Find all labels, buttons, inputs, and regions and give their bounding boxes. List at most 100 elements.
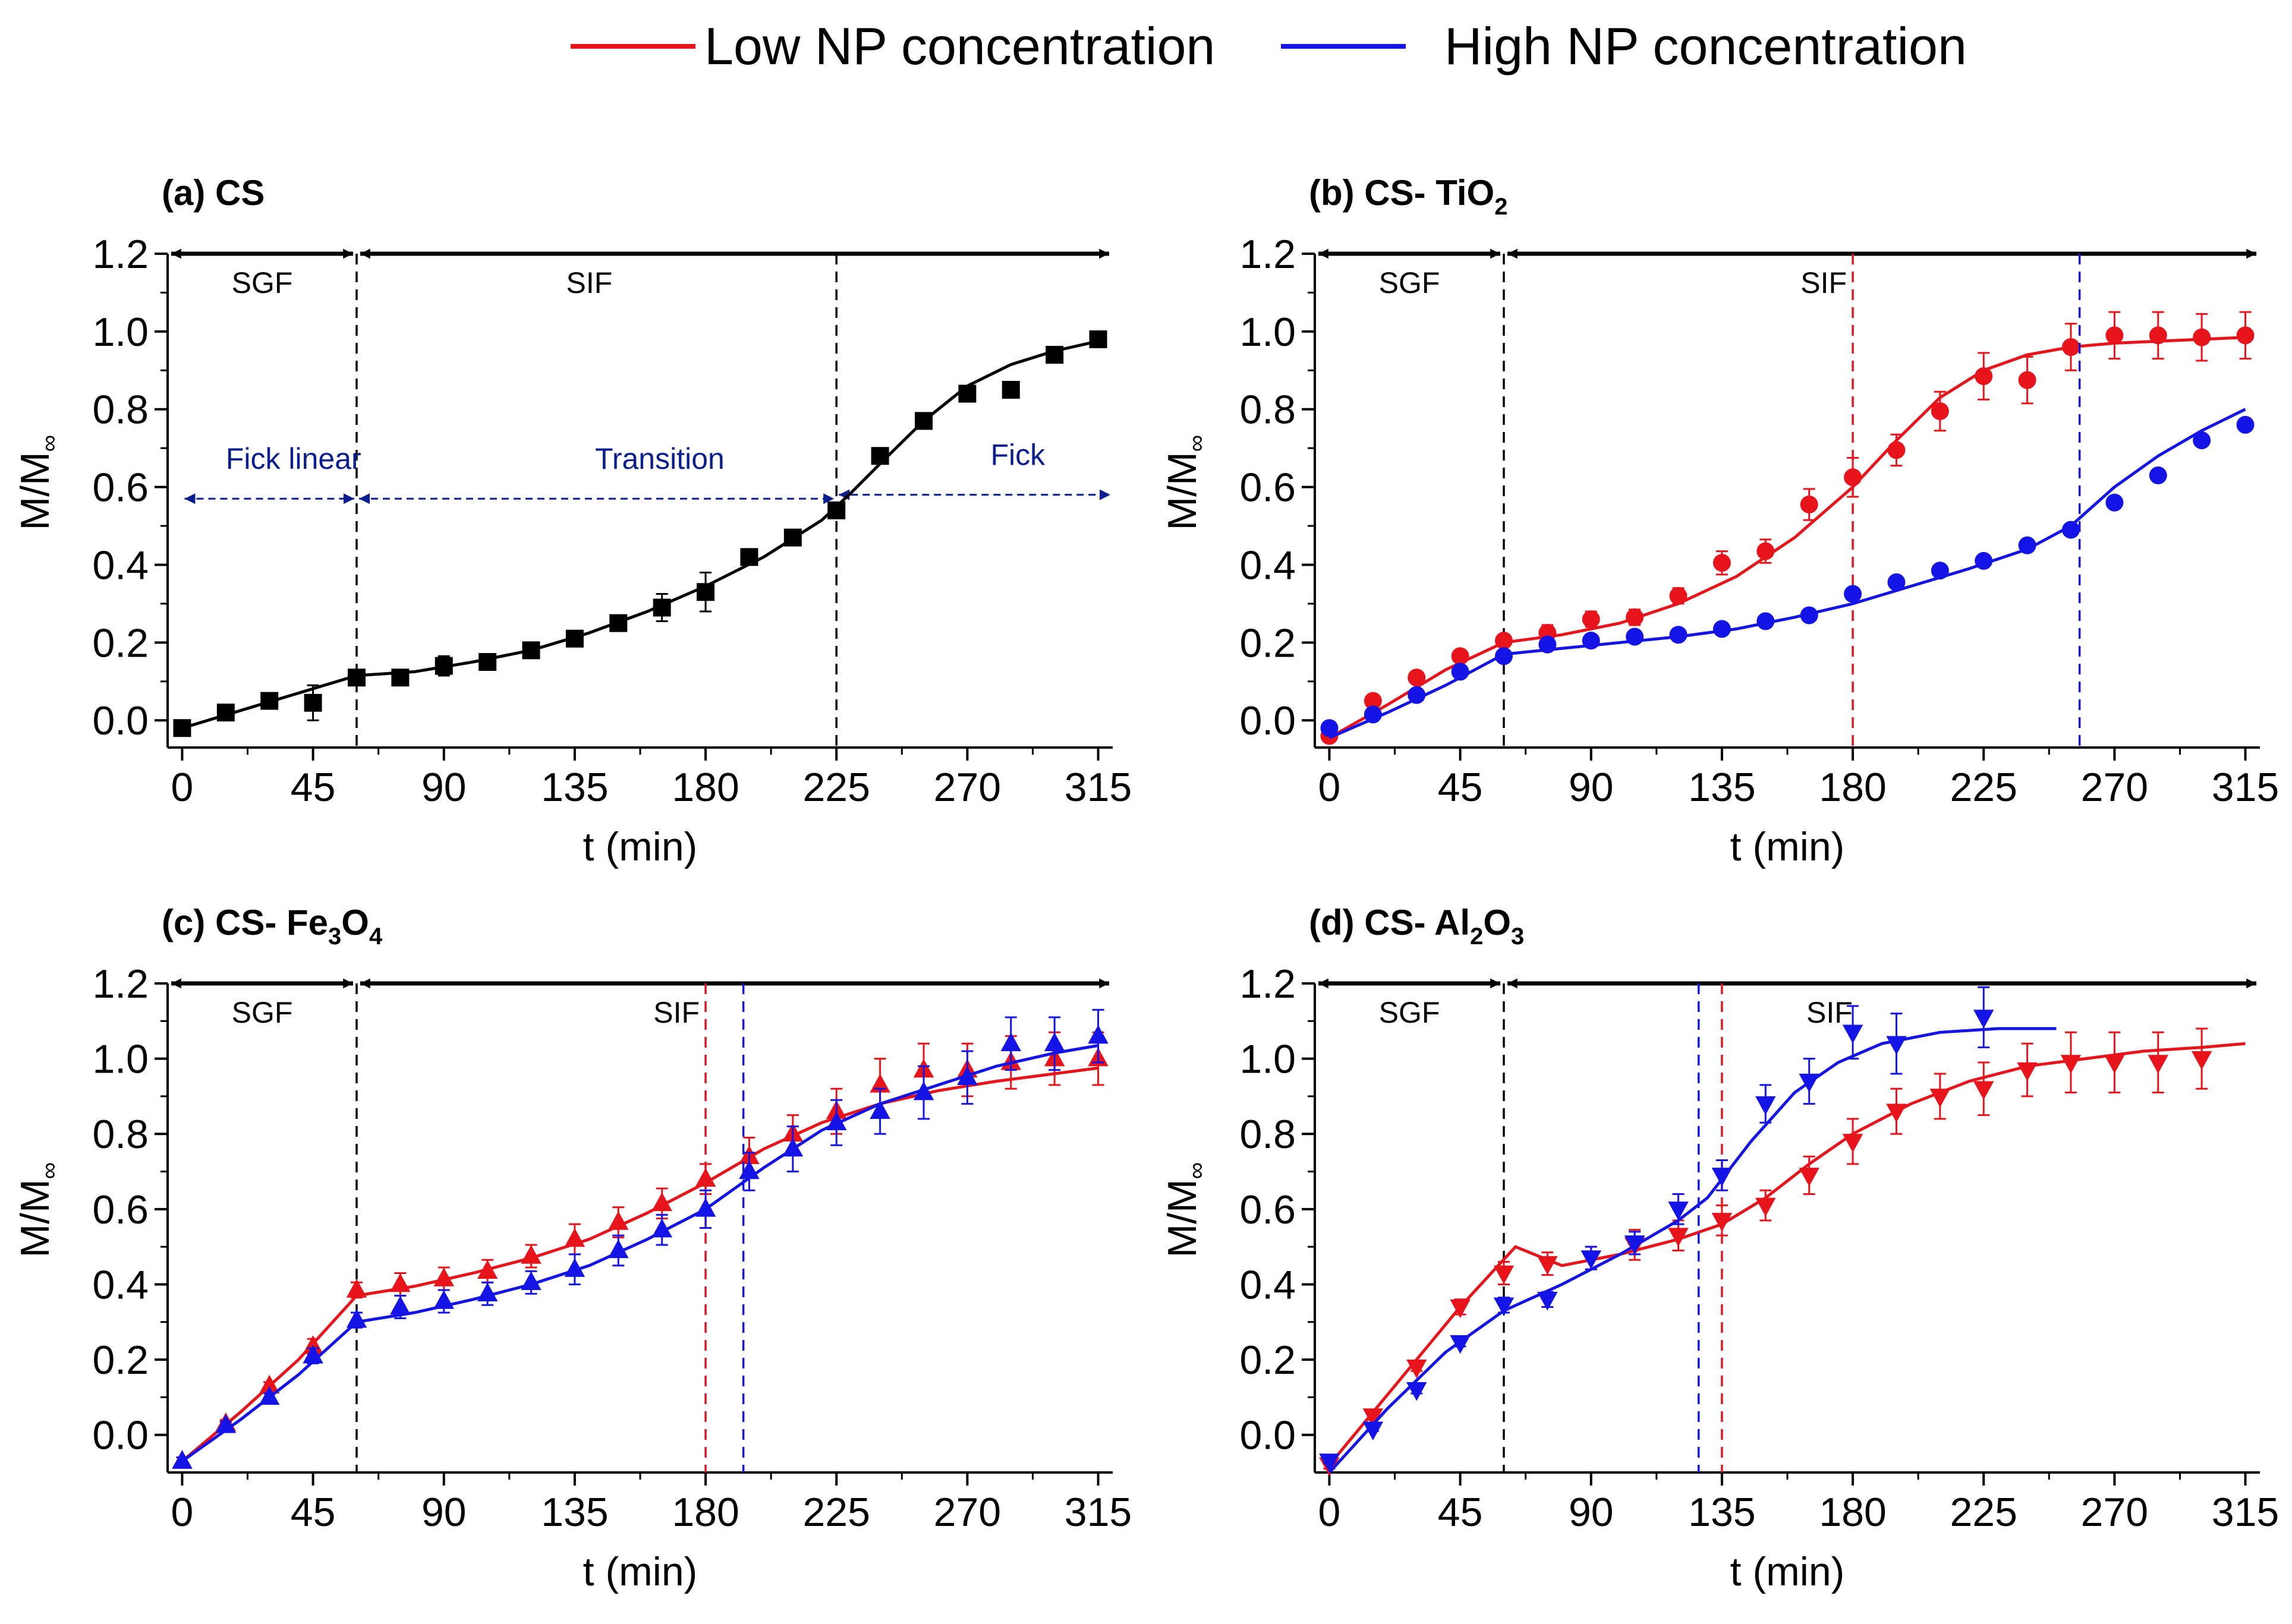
- panel-b-data-point: [1887, 441, 1906, 459]
- panel-d-data-point: [1842, 1024, 1863, 1044]
- panel-c-data-point: [390, 1295, 411, 1315]
- legend: Low NP concentration High NP concentrati…: [571, 17, 1967, 75]
- panel-c-data-point: [782, 1137, 804, 1157]
- panel-c-y-tick-label: 1.2: [92, 961, 149, 1007]
- panel-a-data-point: [304, 693, 322, 712]
- panel-c-x-tick-label: 270: [934, 1490, 1001, 1535]
- panel-d-y-tick-label: 0.0: [1239, 1413, 1296, 1458]
- panel-c-data-point: [564, 1258, 585, 1277]
- panel-c: 0 45 90 135 180 225 270 315 0.0 0.2 0.4 0.6 0.8 1.0 1.…: [12, 903, 1132, 1594]
- panel-d: 0 45 90 135 180 225 270 315 0.0 0.2 0.4 0.6 0.8 1.0 1.…: [1160, 903, 2279, 1594]
- panel-b-data-point: [1887, 573, 1906, 591]
- panel-b-data-point: [1844, 585, 1862, 603]
- panel-a-region-label: Transition: [595, 442, 725, 475]
- panel-c-data-point: [346, 1308, 367, 1328]
- panel-d-data-point: [2148, 1055, 2169, 1074]
- panel-a-y-axis-title: M/M∞: [12, 435, 62, 531]
- panel-c-sgf-label: SGF: [232, 996, 293, 1029]
- panel-b-data-point: [2062, 521, 2080, 539]
- panel-c-data-point: [303, 1335, 323, 1354]
- panel-c-data-point: [608, 1211, 629, 1230]
- panel-d-y-tick-label: 1.2: [1239, 961, 1296, 1007]
- panel-b-data-point: [1669, 626, 1687, 644]
- panel-a-data-point: [260, 692, 279, 710]
- panel-b-fit-line: [1328, 408, 2246, 739]
- panel-c-x-tick-label: 225: [802, 1490, 870, 1535]
- panel-a-data-point: [697, 583, 715, 601]
- panel-d-data-point: [1493, 1265, 1515, 1285]
- panel-b-x-tick-label: 270: [2081, 765, 2148, 810]
- panel-a-y-tick-label: 1.0: [92, 310, 149, 355]
- panel-c-x-tick-label: 90: [421, 1490, 467, 1535]
- panel-a-data-point: [827, 501, 846, 519]
- panel-a-sgf-label: SGF: [232, 266, 293, 299]
- panel-c-x-tick-label: 135: [541, 1490, 608, 1535]
- panel-b-data-point: [1756, 542, 1775, 560]
- panel-d-y-tick-label: 0.6: [1239, 1187, 1296, 1232]
- panel-d-x-tick-label: 135: [1688, 1490, 1755, 1535]
- panel-b: 0 45 90 135 180 225 270 315 0.0 0.2 0.4 0.6 0.8 1.0 1.…: [1160, 173, 2279, 869]
- panel-a-x-tick-label: 90: [421, 765, 467, 810]
- panel-b-data-point: [1669, 586, 1687, 605]
- panel-c-y-tick-label: 1.0: [92, 1037, 149, 1082]
- panel-b-title: (b) CS- TiO2: [1309, 173, 1507, 220]
- panel-a-data-point: [565, 629, 584, 648]
- panel-d-data-point: [1755, 1197, 1776, 1217]
- panel-a-data-point: [740, 548, 758, 566]
- panel-c-x-tick-label: 315: [1065, 1490, 1132, 1535]
- panel-d-series-0: [1319, 983, 2246, 1477]
- panel-d-data-point: [1537, 1256, 1558, 1275]
- panel-d-data-point: [1842, 1134, 1863, 1153]
- panel-c-data-point: [695, 1168, 716, 1187]
- panel-d-data-point: [1668, 1228, 1689, 1247]
- panel-d-data-point: [1799, 1168, 1819, 1187]
- panel-c-data-point: [651, 1218, 672, 1238]
- panel-b-data-point: [2105, 493, 2124, 512]
- panel-c-data-point: [172, 1450, 193, 1469]
- panel-c-data-point: [608, 1239, 629, 1259]
- panel-a-sif-label: SIF: [566, 266, 612, 299]
- panel-b-x-tick-label: 180: [1819, 765, 1886, 810]
- panel-b-y-tick-label: 0.2: [1239, 620, 1296, 666]
- panel-d-y-axis-title: M/M∞: [1160, 1162, 1210, 1258]
- panel-c-data-point: [957, 1066, 978, 1086]
- panel-c-data-point: [739, 1160, 760, 1180]
- panel-d-data-point: [1537, 1292, 1558, 1311]
- panel-b-data-point: [2062, 338, 2080, 357]
- panel-d-data-point: [1886, 1036, 1907, 1055]
- panel-b-data-point: [1320, 719, 1339, 737]
- panel-b-data-point: [2105, 326, 2124, 345]
- panel-c-data-point: [1000, 1032, 1022, 1052]
- panel-d-fit-line: [1328, 1042, 2246, 1466]
- panel-b-x-tick-label: 0: [1318, 765, 1341, 810]
- panel-a-data-point: [173, 719, 191, 737]
- panel-a-data-point: [1002, 381, 1020, 399]
- panel-c-data-point: [346, 1279, 367, 1298]
- panel-d-x-tick-label: 225: [1950, 1490, 2017, 1535]
- panel-b-data-point: [1364, 705, 1382, 724]
- panel-d-data-point: [1711, 1213, 1733, 1232]
- panel-a-y-tick-label: 0.0: [92, 698, 149, 743]
- panel-b-data-point: [1495, 632, 1513, 650]
- panel-d-x-tick-label: 90: [1569, 1490, 1614, 1535]
- panel-a-data-point: [609, 614, 628, 632]
- panel-d-data-point: [1406, 1359, 1427, 1379]
- panel-d-x-tick-label: 45: [1438, 1490, 1483, 1535]
- panel-c-y-axis-title: M/M∞: [12, 1162, 62, 1258]
- panel-b-data-point: [1712, 620, 1731, 638]
- panel-b-data-point: [2149, 326, 2167, 345]
- panel-a-series-0: [173, 254, 1107, 748]
- panel-c-data-point: [521, 1245, 541, 1264]
- panel-c-data-point: [477, 1282, 498, 1302]
- panel-c-data-point: [826, 1111, 847, 1130]
- panel-b-x-tick-label: 315: [2212, 765, 2279, 810]
- panel-b-data-point: [1582, 632, 1600, 650]
- panel-c-x-axis-title: t (min): [583, 1549, 698, 1594]
- panel-c-y-tick-label: 0.8: [92, 1112, 149, 1157]
- panel-a-y-tick-label: 0.4: [92, 543, 149, 588]
- panel-b-data-point: [2236, 326, 2255, 345]
- panel-d-data-point: [1711, 1168, 1733, 1187]
- panel-a-x-tick-label: 45: [291, 765, 336, 810]
- panel-b-x-tick-label: 90: [1569, 765, 1614, 810]
